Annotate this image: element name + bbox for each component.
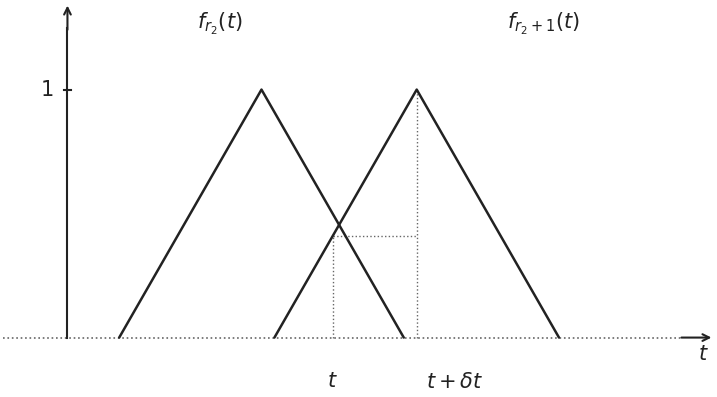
Text: $f_{r_2+1}(t)$: $f_{r_2+1}(t)$ [507, 12, 580, 37]
Text: $f_{r_2}(t)$: $f_{r_2}(t)$ [196, 12, 242, 37]
Text: $1$: $1$ [40, 79, 54, 100]
Text: $t + \delta t$: $t + \delta t$ [427, 372, 484, 392]
Text: $t$: $t$ [327, 372, 338, 391]
Text: $t$: $t$ [698, 345, 709, 364]
